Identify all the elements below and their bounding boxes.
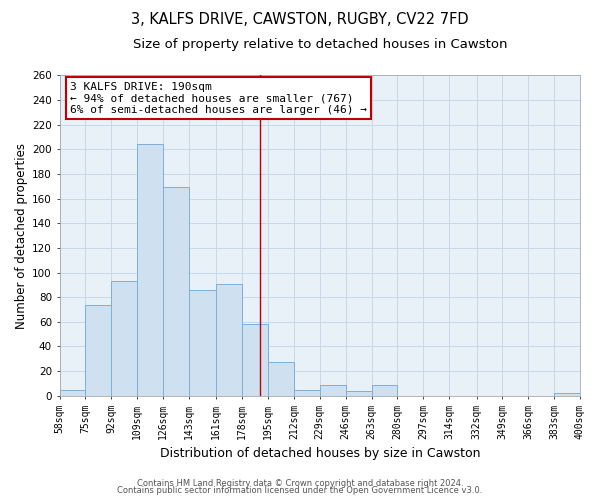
Text: 3 KALFS DRIVE: 190sqm
← 94% of detached houses are smaller (767)
6% of semi-deta: 3 KALFS DRIVE: 190sqm ← 94% of detached …	[70, 82, 367, 115]
Y-axis label: Number of detached properties: Number of detached properties	[15, 142, 28, 328]
Bar	[242, 324, 268, 396]
Bar	[216, 284, 242, 396]
Bar	[346, 391, 371, 396]
Bar	[137, 144, 163, 396]
Bar	[59, 390, 85, 396]
Text: Contains HM Land Registry data © Crown copyright and database right 2024.: Contains HM Land Registry data © Crown c…	[137, 478, 463, 488]
Text: Contains public sector information licensed under the Open Government Licence v3: Contains public sector information licen…	[118, 486, 482, 495]
Bar	[163, 188, 189, 396]
Bar	[189, 290, 216, 396]
Bar	[85, 304, 111, 396]
Bar	[268, 362, 294, 396]
Bar	[111, 281, 137, 396]
Bar	[371, 384, 397, 396]
Bar	[554, 394, 580, 396]
X-axis label: Distribution of detached houses by size in Cawston: Distribution of detached houses by size …	[160, 447, 480, 460]
Text: 3, KALFS DRIVE, CAWSTON, RUGBY, CV22 7FD: 3, KALFS DRIVE, CAWSTON, RUGBY, CV22 7FD	[131, 12, 469, 28]
Bar	[320, 384, 346, 396]
Title: Size of property relative to detached houses in Cawston: Size of property relative to detached ho…	[133, 38, 507, 51]
Bar	[294, 390, 320, 396]
